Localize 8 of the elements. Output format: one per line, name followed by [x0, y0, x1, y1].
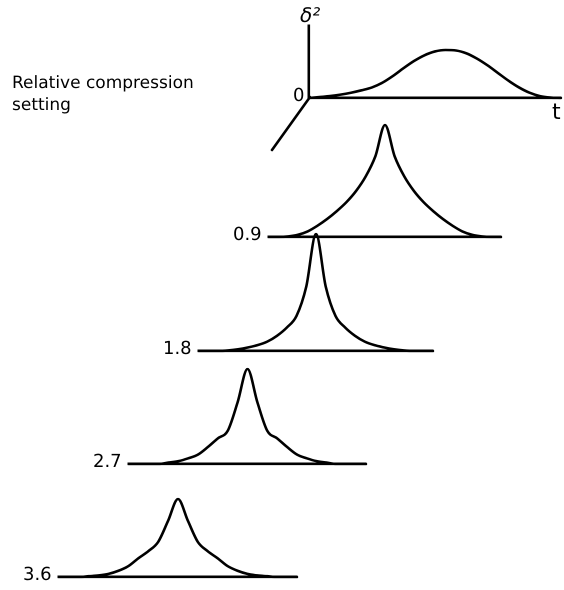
series-label: 3.6 [23, 564, 52, 585]
y-axis-title: δ² [300, 3, 320, 27]
text: Relative compression setting [12, 72, 195, 116]
x-axis-title: t [552, 100, 561, 125]
text: 0 [293, 85, 304, 106]
series-label: 0.9 [233, 224, 262, 245]
series-label: 2.7 [93, 451, 122, 472]
series-label: 1.8 [163, 338, 192, 359]
